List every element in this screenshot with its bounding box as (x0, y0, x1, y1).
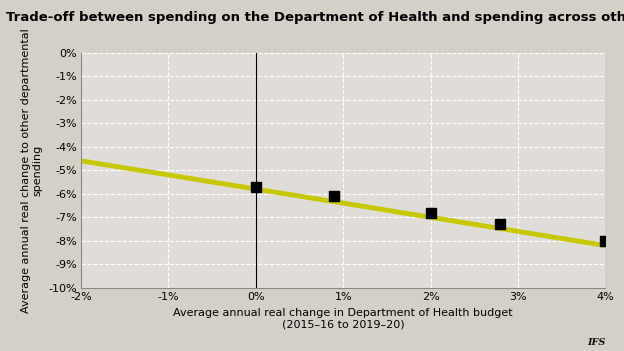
Point (329, 193, 339, 199)
Y-axis label: Average annual real change to other departmental
spending: Average annual real change to other depa… (21, 28, 43, 313)
Text: IFS: IFS (587, 338, 605, 347)
Point (600, 238, 610, 244)
X-axis label: Average annual real change in Department of Health budget
(2015–16 to 2019–20): Average annual real change in Department… (173, 307, 513, 329)
Point (426, 210, 436, 216)
Point (495, 221, 505, 227)
Point (251, 184, 261, 190)
Text: Trade-off between spending on the Department of Health and spending across other: Trade-off between spending on the Depart… (6, 11, 624, 24)
